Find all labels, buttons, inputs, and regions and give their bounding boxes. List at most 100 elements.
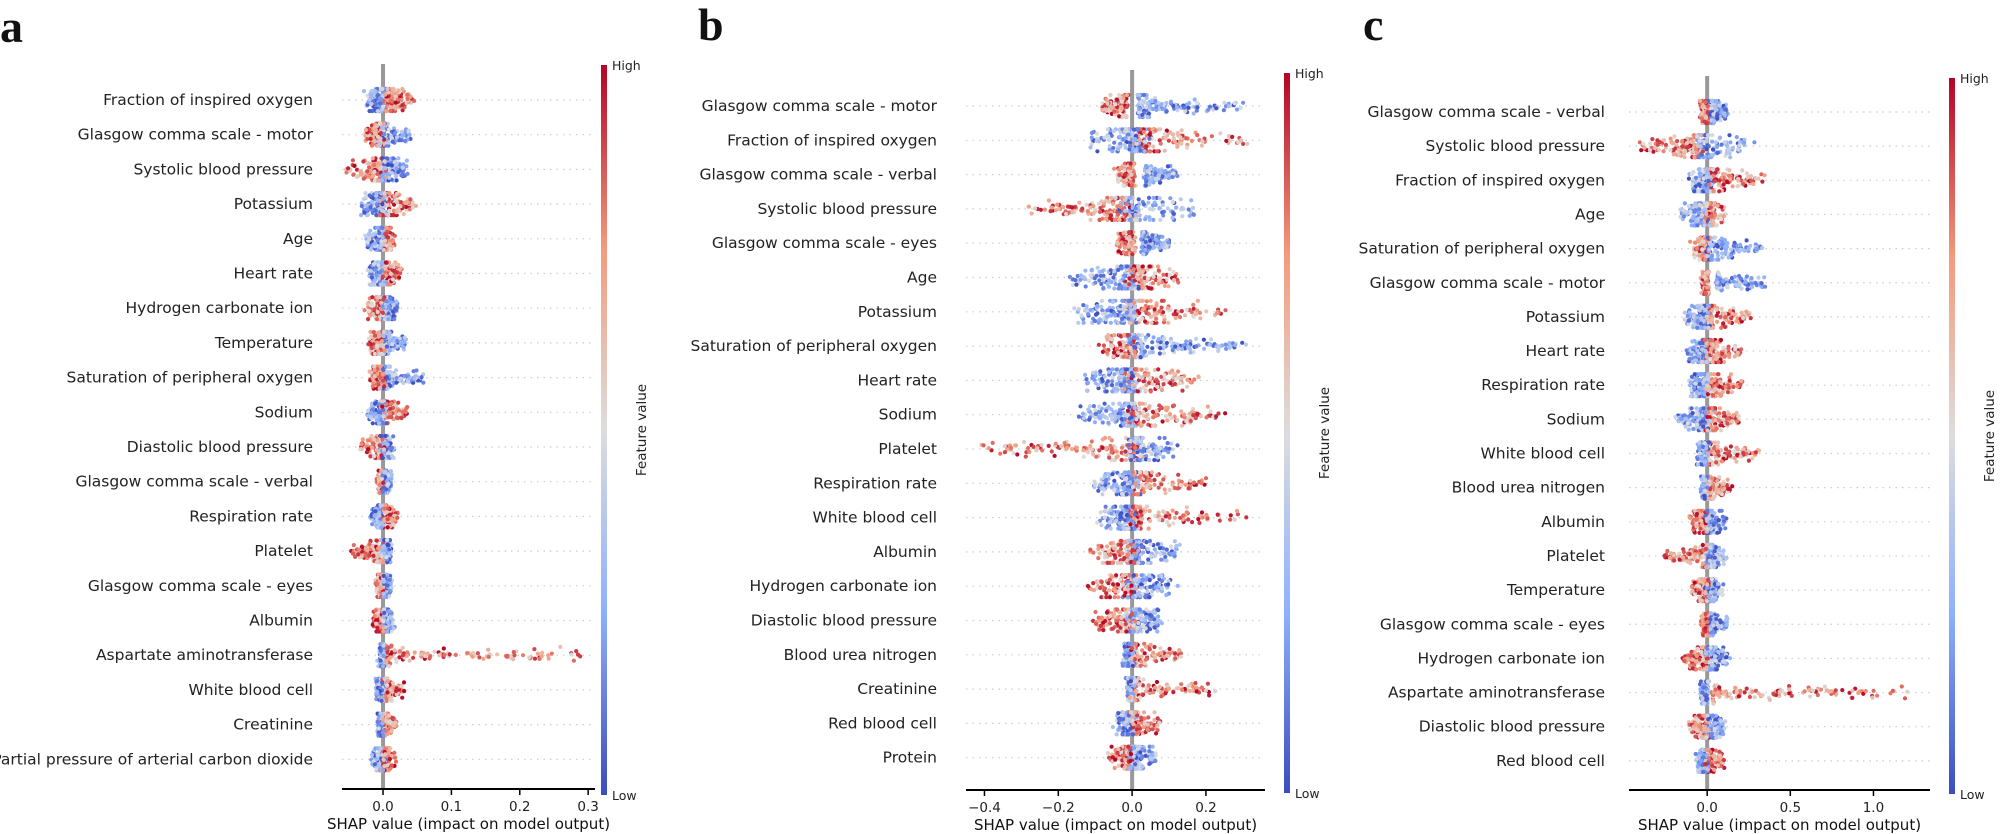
shap-point [402,138,407,143]
feature-label: Hydrogen carbonate ion [126,299,314,317]
shap-point [377,513,382,518]
shap-point [359,213,364,218]
shap-point [388,296,393,301]
shap-point [393,100,398,105]
shap-point [384,243,389,248]
shap-point [395,338,400,344]
shap-point [394,166,399,171]
shap-point [441,646,446,651]
shap-point [389,213,394,218]
colorbar [601,65,607,795]
shap-point [376,330,381,335]
shap-point [377,207,382,212]
shap-point [394,213,399,218]
feature-label: Potassium [234,195,313,213]
shap-point [380,371,385,377]
shap-point [358,170,363,175]
shap-point [381,196,386,201]
shap-point [380,208,385,213]
shap-point [380,226,385,231]
shap-point [395,416,400,421]
shap-point [390,277,395,282]
shap-point [532,647,537,652]
shap-point [393,656,398,662]
shap-point [371,330,376,335]
shap-point [398,200,404,205]
shap-point [372,351,377,356]
shap-point [383,752,388,757]
feature-label: Saturation of peripheral oxygen [66,369,313,387]
shap-point [505,653,510,659]
shap-point [386,454,391,459]
feature-label: Glasgow comma scale - motor [78,126,314,144]
shap-point [394,135,399,140]
feature-points [363,225,398,252]
shap-point [532,656,538,661]
shap-point [419,652,424,657]
shap-point [407,132,412,137]
shap-point [400,169,405,174]
shap-point [423,653,428,659]
shap-point [403,373,408,378]
shap-point [374,679,380,684]
shap-point [389,728,394,734]
shap-point [368,136,373,141]
shap-point [374,123,380,129]
feature-label: Protein [883,749,937,767]
shap-point [380,399,385,404]
shap-point [379,191,384,196]
shap-point [374,417,379,423]
shap-point [375,238,380,243]
shap-point [427,656,432,661]
shap-point [369,101,374,107]
shap-point [381,579,386,584]
shap-point [381,629,386,634]
shap-point [1222,100,1227,105]
shap-point [379,585,384,591]
shap-point [386,609,392,614]
shap-point [369,199,375,204]
shap-point [368,268,373,273]
shap-point [382,506,387,511]
shap-point [378,101,383,106]
shap-point [387,208,392,213]
shap-point [421,380,426,385]
shap-point [391,302,396,308]
shap-point [399,97,404,102]
shap-point [381,728,386,734]
shap-point [378,658,383,663]
shap-point [481,656,486,661]
shap-point [367,97,372,102]
shap-point [367,165,372,170]
shap-point [470,654,475,659]
shap-point [372,762,377,767]
shap-point [375,753,380,758]
shap-point [365,136,370,141]
shap-point [558,644,563,650]
shap-point [372,138,377,143]
shap-point [404,158,409,163]
shap-point [396,400,401,405]
shap-point [389,763,394,768]
shap-point [374,202,379,207]
feature-label: Respiration rate [813,474,937,492]
shap-point [379,339,384,344]
feature-points [361,86,417,114]
shap-point [393,174,398,179]
shap-point [385,538,390,543]
shap-point [574,649,579,654]
shap-point [375,171,380,176]
shap-point [383,260,388,265]
shap-point [379,351,384,356]
shap-point [370,156,375,161]
shap-point [379,261,384,266]
shap-point [390,139,395,144]
feature-points [375,711,399,738]
shap-point [382,238,387,243]
shap-point [377,213,382,218]
shap-point [360,437,365,442]
shap-point [365,212,370,217]
shap-point [384,555,389,560]
shap-point [395,270,400,275]
